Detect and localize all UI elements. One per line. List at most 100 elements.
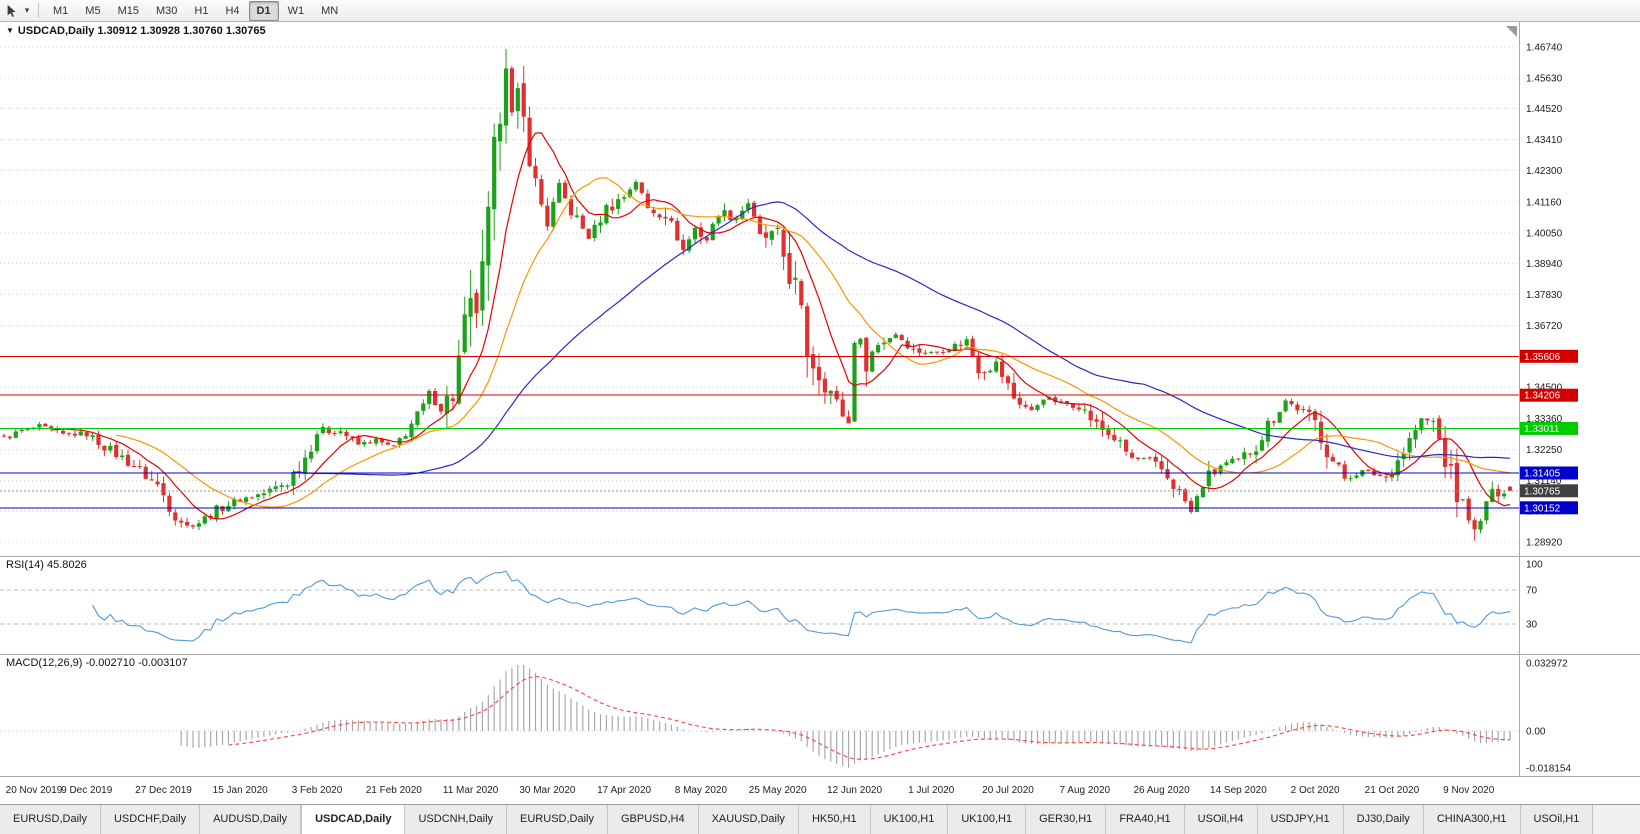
horizontal-level-lines[interactable] — [0, 355, 1519, 509]
price-tick-label: 1.32250 — [1526, 445, 1563, 456]
date-tick-label: 21 Oct 2020 — [1365, 785, 1420, 796]
price-tick-label: 1.45630 — [1526, 73, 1563, 84]
date-tick-label: 3 Feb 2020 — [292, 785, 343, 796]
window-tabs: EURUSD,Daily USDCHF,Daily AUDUSD,Daily USDC… — [0, 804, 1640, 834]
level-price-badge: 1.30152 — [1524, 503, 1561, 514]
date-tick-label: 25 May 2020 — [749, 785, 807, 796]
date-tick-label: 30 Mar 2020 — [519, 785, 576, 796]
scroll-marker-icon[interactable] — [1506, 26, 1517, 37]
date-tick-label: 2 Oct 2020 — [1291, 785, 1340, 796]
price-axis-badges: 1.35606 1.34206 1.33011 1.31405 1.30152 1.307… — [1520, 349, 1578, 515]
toolbar-separator — [38, 3, 39, 18]
rsi-pane: 100 70 30 — [0, 560, 1543, 644]
price-grid: 1.46740 1.45630 1.44520 1.43410 1.42300 1.411… — [0, 43, 1563, 549]
tab-17-usoil-h1[interactable]: USOil,H1 — [1520, 805, 1594, 834]
pane-dividers[interactable] — [0, 22, 1640, 777]
rsi-line — [92, 570, 1511, 644]
timeframe-m15-button[interactable]: M15 — [117, 4, 139, 17]
price-tick-label: 1.28920 — [1526, 538, 1563, 549]
date-tick-label: 14 Sep 2020 — [1210, 785, 1267, 796]
timeframe-h1-button[interactable]: H1 — [194, 4, 209, 17]
slow-ma-line — [293, 201, 1511, 476]
price-tick-label: 1.34500 — [1526, 383, 1563, 394]
tab-13-usoil-h4[interactable]: USOil,H4 — [1184, 805, 1258, 834]
chart-context-icon[interactable]: ▼ — [6, 26, 14, 35]
price-tick-label: 1.41160 — [1526, 198, 1562, 209]
candlesticks — [1, 48, 1513, 541]
chart-title-ohlc: 1.30912 1.30928 1.30760 1.30765 — [97, 25, 266, 37]
tab-15-dj30-daily[interactable]: DJ30,Daily — [1343, 805, 1424, 834]
tab-16-china300-h1[interactable]: CHINA300,H1 — [1423, 805, 1521, 834]
tab-0-eurusd-daily[interactable]: EURUSD,Daily — [0, 805, 101, 834]
price-tick-label: 1.38940 — [1526, 259, 1563, 270]
tab-9-uk100-h1[interactable]: UK100,H1 — [870, 805, 949, 834]
date-tick-label: 26 Aug 2020 — [1134, 785, 1191, 796]
macd-scale-label: -0.018154 — [1526, 764, 1571, 775]
chart-area: 1.46740 1.45630 1.44520 1.43410 1.42300 1.411… — [0, 22, 1640, 804]
date-tick-label: 21 Feb 2020 — [366, 785, 423, 796]
dropdown-caret-icon[interactable]: ▾ — [24, 5, 30, 15]
price-tick-label: 1.36720 — [1526, 321, 1563, 332]
level-price-badge: 1.31405 — [1524, 468, 1561, 479]
timeframe-m1-button[interactable]: M1 — [53, 4, 69, 17]
price-tick-label: 1.42300 — [1526, 166, 1563, 177]
price-chart-canvas[interactable]: 1.46740 1.45630 1.44520 1.43410 1.42300 1.411… — [0, 22, 1640, 804]
level-price-badge: 1.35606 — [1524, 352, 1561, 363]
timeframe-d1-button[interactable]: D1 — [248, 0, 279, 21]
level-price-badge: 1.33011 — [1524, 424, 1560, 435]
current-price-badge: 1.30765 — [1524, 486, 1561, 497]
tab-8-hk50-h1[interactable]: HK50,H1 — [798, 805, 871, 834]
date-tick-label: 20 Jul 2020 — [982, 785, 1034, 796]
macd-indicator-label: MACD(12,26,9) -0.002710 -0.003107 — [6, 657, 188, 669]
date-tick-label: 17 Apr 2020 — [597, 785, 651, 796]
tab-7-xauusd-daily[interactable]: XAUUSD,Daily — [698, 805, 799, 834]
level-price-badge: 1.34206 — [1524, 391, 1561, 402]
macd-pane: 0.032972 0.00 -0.018154 — [0, 659, 1571, 775]
tab-10-uk100-h1[interactable]: UK100,H1 — [948, 805, 1027, 834]
cursor-tool-icon[interactable] — [3, 2, 21, 20]
rsi-scale-label: 70 — [1526, 585, 1538, 596]
pointer-icon — [7, 4, 16, 17]
timeframe-h4-button[interactable]: H4 — [225, 4, 240, 17]
tab-12-fra40-h1[interactable]: FRA40,H1 — [1106, 805, 1185, 834]
price-tick-label: 1.46740 — [1526, 43, 1563, 54]
tab-2-audusd-daily[interactable]: AUDUSD,Daily — [200, 805, 302, 834]
tab-3-usdcad-daily[interactable]: USDCAD,Daily — [301, 805, 406, 834]
price-tick-label: 1.44520 — [1526, 104, 1563, 115]
mid-ma-line — [116, 177, 1511, 508]
timeframe-w1-button[interactable]: W1 — [287, 4, 305, 17]
timeframe-m5-button[interactable]: M5 — [85, 4, 101, 17]
fast-ma-line — [51, 132, 1511, 520]
date-tick-label: 1 Jul 2020 — [908, 785, 955, 796]
date-tick-label: 27 Dec 2019 — [135, 785, 192, 796]
date-tick-label: 20 Nov 2019 — [6, 785, 63, 796]
price-tick-label: 1.43410 — [1526, 135, 1563, 146]
macd-scale-label: 0.032972 — [1526, 659, 1568, 670]
tab-1-usdchf-daily[interactable]: USDCHF,Daily — [100, 805, 201, 834]
tab-4-usdcnh-daily[interactable]: USDCNH,Daily — [405, 805, 508, 834]
tab-5-eurusd-daily[interactable]: EURUSD,Daily — [507, 805, 608, 834]
price-tick-label: 1.31140 — [1526, 476, 1562, 487]
price-tick-label: 1.40050 — [1526, 228, 1563, 239]
date-tick-label: 12 Jun 2020 — [827, 785, 882, 796]
tab-11-ger30-h1[interactable]: GER30,H1 — [1026, 805, 1107, 834]
date-tick-label: 9 Nov 2020 — [1443, 785, 1495, 796]
chart-title-symbol: USDCAD,Daily — [17, 25, 95, 37]
date-tick-label: 9 Dec 2019 — [61, 785, 113, 796]
date-tick-label: 15 Jan 2020 — [213, 785, 268, 796]
tab-14-usdjpy-h1[interactable]: USDJPY,H1 — [1257, 805, 1344, 834]
rsi-indicator-label: RSI(14) 45.8026 — [6, 559, 87, 571]
macd-scale-label: 0.00 — [1526, 726, 1546, 737]
timeframe-mn-button[interactable]: MN — [321, 4, 339, 17]
price-tick-label: 1.37830 — [1526, 290, 1563, 301]
timeframe-m30-button[interactable]: M30 — [155, 4, 178, 17]
tab-6-gbpusd-h4[interactable]: GBPUSD,H4 — [608, 805, 699, 834]
chart-title: ▼ USDCAD,Daily 1.30912 1.30928 1.30760 1.… — [6, 25, 266, 37]
macd-signal-line — [228, 676, 1511, 760]
rsi-scale-label: 100 — [1526, 560, 1543, 571]
date-tick-label: 7 Aug 2020 — [1059, 785, 1110, 796]
price-tick-label: 1.33360 — [1526, 414, 1563, 425]
date-tick-label: 8 May 2020 — [675, 785, 728, 796]
timeframe-buttons: M1 M5 M15 M30 H1 H4 D1 W1 MN — [45, 0, 346, 21]
